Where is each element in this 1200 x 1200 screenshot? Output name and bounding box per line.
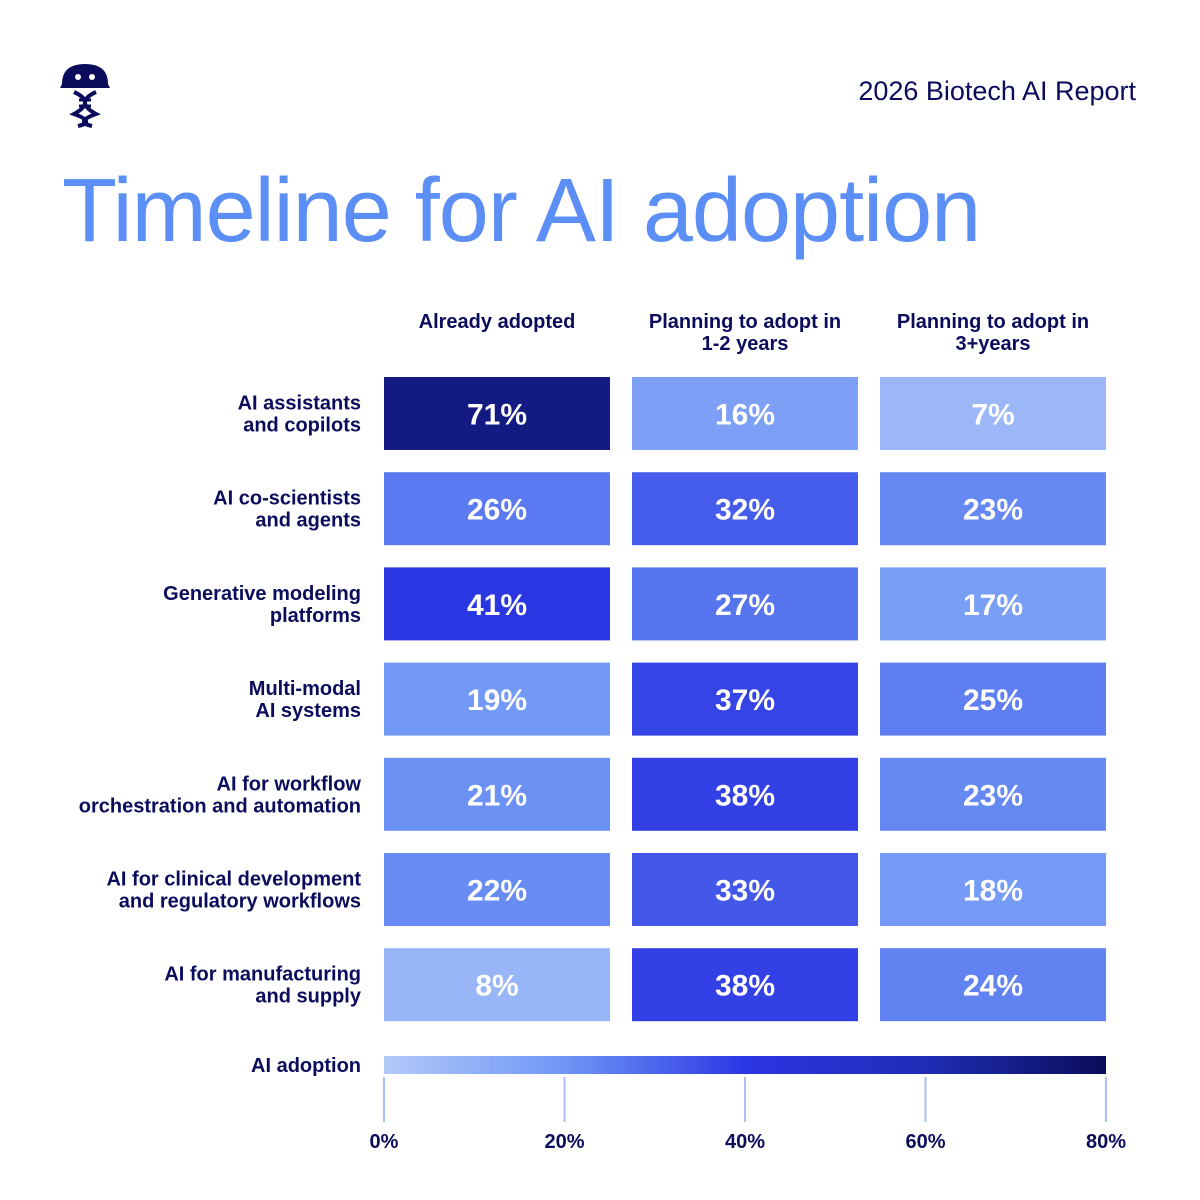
heatmap-cell [632,662,858,736]
color-scale-label: AI adoption [251,1055,361,1077]
column-header: Planning to adopt in [649,311,841,333]
heatmap-cell [632,757,858,831]
scale-tick-label: 80% [1086,1131,1126,1153]
scale-tick-label: 60% [905,1131,945,1153]
cell-value-label: 25% [963,684,1023,717]
cell-value-label: 24% [963,970,1023,1003]
column-header: Planning to adopt in [897,311,1089,333]
cell-value-label: 26% [467,494,527,527]
heatmap-cell [384,377,610,450]
cell-value-label: 33% [715,875,775,908]
cell-value-label: 7% [971,399,1014,432]
cell-value-label: 18% [963,875,1023,908]
heatmap-cell [880,662,1106,736]
heatmap-cell [384,853,610,926]
cell-value-label: 38% [715,970,775,1003]
heatmap-cell [384,472,610,546]
row-label: platforms [270,605,361,627]
column-header: 1-2 years [702,333,789,355]
heatmap-cell [632,853,858,926]
helmet-dna-icon [58,62,112,128]
heatmap-cell [880,472,1106,546]
color-scale-bar [384,1056,1106,1074]
row-label: AI co-scientists [213,488,361,510]
heatmap-cell [880,567,1106,641]
cell-value-label: 27% [715,589,775,622]
heatmap-cell [632,377,858,450]
cell-value-label: 23% [963,494,1023,527]
column-header: Already adopted [419,311,576,333]
row-label: Generative modeling [163,583,361,605]
scale-tick-label: 0% [370,1131,399,1153]
page-title: Timeline for AI adoption [62,161,981,261]
row-label: Multi-modal [249,678,361,700]
heatmap-cell [880,853,1106,926]
row-label: AI for clinical development [106,869,361,891]
cell-value-label: 41% [467,589,527,622]
row-label: and copilots [243,415,361,437]
cell-value-label: 32% [715,494,775,527]
cell-value-label: 37% [715,684,775,717]
heatmap-cell [384,567,610,641]
row-label: AI systems [255,700,361,722]
row-label: and supply [255,986,361,1008]
cell-value-label: 38% [715,779,775,812]
cell-value-label: 16% [715,399,775,432]
cell-value-label: 71% [467,399,527,432]
row-label: AI assistants [238,393,361,415]
heatmap-cell [880,757,1106,831]
row-label: AI for manufacturing [164,964,361,986]
heatmap-cell [880,948,1106,1022]
report-label: 2026 Biotech AI Report [858,76,1136,106]
column-header: 3+years [955,333,1030,355]
scale-tick-label: 20% [544,1131,584,1153]
heatmap-cell [384,948,610,1022]
row-label: and regulatory workflows [119,891,361,913]
cell-value-label: 21% [467,779,527,812]
cell-value-label: 23% [963,779,1023,812]
heatmap-cell [632,948,858,1022]
row-label: AI for workflow [217,773,362,795]
cell-value-label: 19% [467,684,527,717]
heatmap-cell [632,567,858,641]
heatmap-cell [880,377,1106,450]
cell-value-label: 17% [963,589,1023,622]
heatmap-cell [384,662,610,736]
row-label: and agents [255,510,361,532]
row-label: orchestration and automation [79,795,361,817]
heatmap-cell [632,472,858,546]
scale-tick-label: 40% [725,1131,765,1153]
cell-value-label: 8% [475,970,518,1003]
cell-value-label: 22% [467,875,527,908]
heatmap-cell [384,757,610,831]
